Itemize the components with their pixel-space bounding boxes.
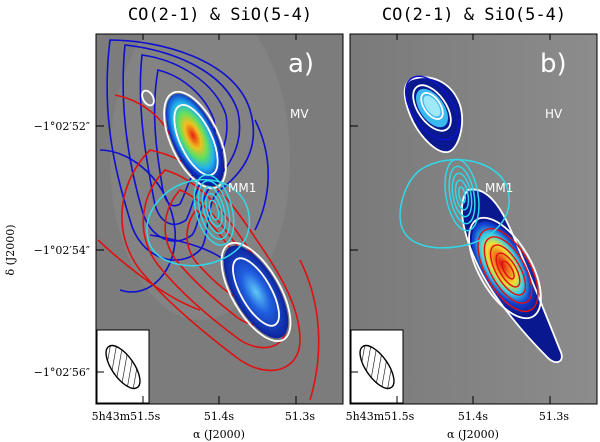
white-contours-a	[141, 89, 292, 343]
panel-a-beam-ellipse	[105, 344, 141, 390]
x-axis-label-a: α (J2000)	[193, 428, 245, 441]
sio-emission-blob-a-north	[165, 93, 225, 187]
x-tick-label-b-3: 51.3s	[539, 410, 569, 423]
blue-contours-a	[99, 39, 269, 293]
panel-a-velocity-label: MV	[290, 107, 309, 121]
x-tick-label-a-1: 5h43m51.5s	[92, 410, 161, 423]
panel-b-ticks	[350, 34, 551, 404]
y-tick-label-2: −1°02′54″	[34, 244, 90, 257]
x-tick-label-b-1: 5h43m51.5s	[346, 410, 415, 423]
red-contours-b	[477, 227, 539, 313]
panel-a-label: a)	[288, 49, 314, 79]
sio-emission-blob-a-south	[223, 245, 289, 339]
x-tick-label-b-2: 51.4s	[458, 410, 488, 423]
panel-a-title: CO(2-1) & SiO(5-4)	[128, 5, 312, 25]
cyan-contours-b	[399, 158, 510, 249]
cyan-contours-a	[146, 174, 251, 267]
panel-b-velocity-label: HV	[545, 107, 563, 121]
panel-b-label: b)	[540, 49, 567, 79]
panel-b: b) HV MM1	[349, 33, 598, 405]
panel-b-title: CO(2-1) & SiO(5-4)	[382, 5, 566, 25]
blue-contours-b	[404, 75, 460, 141]
x-axis-label-b: α (J2000)	[447, 428, 499, 441]
white-contours-b	[403, 76, 563, 364]
x-tick-label-a-3: 51.3s	[285, 410, 315, 423]
y-tick-label-3: −1°02′56″	[34, 366, 90, 379]
panel-b-source-label: MM1	[485, 181, 513, 195]
panel-a: a) MV MM1	[95, 33, 344, 405]
y-tick-label-1: −1°02′52″	[34, 120, 90, 133]
panel-a-source-label: MM1	[228, 181, 256, 195]
x-tick-label-a-2: 51.4s	[204, 410, 234, 423]
y-axis-label: δ (J2000)	[4, 224, 17, 275]
panel-a-ticks	[96, 34, 297, 404]
panel-b-beam-ellipse	[359, 344, 395, 390]
